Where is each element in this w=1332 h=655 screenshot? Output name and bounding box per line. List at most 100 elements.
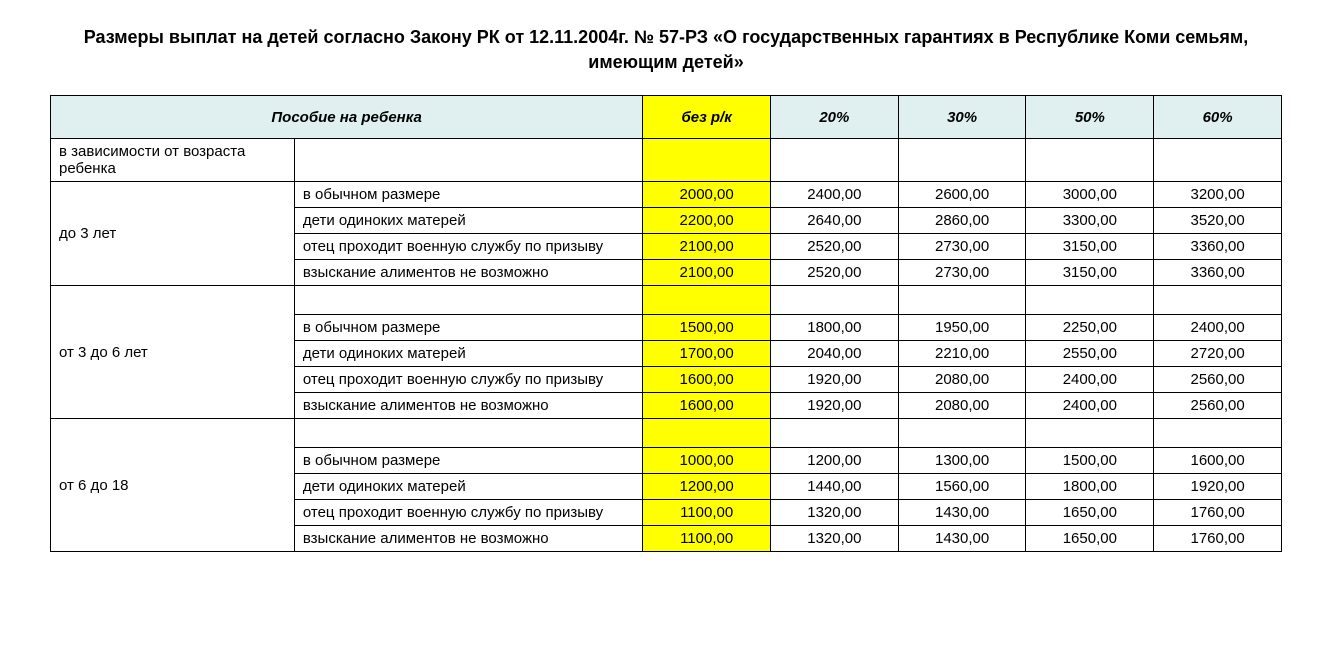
value-p50: 1650,00: [1026, 526, 1154, 552]
value-p60: 3200,00: [1154, 182, 1282, 208]
value-p50: 3000,00: [1026, 182, 1154, 208]
table-row: до 3 летв обычном размере2000,002400,002…: [51, 182, 1282, 208]
table-header-row: Пособие на ребенка без р/к 20% 30% 50% 6…: [51, 96, 1282, 139]
empty-cell: [294, 286, 642, 315]
value-p30: 2080,00: [898, 367, 1026, 393]
age-label: от 3 до 6 лет: [51, 286, 295, 419]
empty-cell: [643, 286, 771, 315]
value-p50: 1800,00: [1026, 474, 1154, 500]
value-p20: 1800,00: [771, 315, 899, 341]
payments-table: Пособие на ребенка без р/к 20% 30% 50% 6…: [50, 95, 1282, 552]
value-p30: 2860,00: [898, 208, 1026, 234]
value-base: 1600,00: [643, 367, 771, 393]
value-base: 2200,00: [643, 208, 771, 234]
empty-cell: [898, 419, 1026, 448]
page-title: Размеры выплат на детей согласно Закону …: [50, 25, 1282, 75]
header-20: 20%: [771, 96, 899, 139]
value-p60: 2720,00: [1154, 341, 1282, 367]
value-p30: 1430,00: [898, 526, 1026, 552]
row-label: дети одиноких матерей: [294, 208, 642, 234]
value-p60: 2560,00: [1154, 393, 1282, 419]
value-base: 1600,00: [643, 393, 771, 419]
empty-cell: [294, 139, 642, 182]
value-p50: 2400,00: [1026, 367, 1154, 393]
row-label: в обычном размере: [294, 315, 642, 341]
empty-cell: [1154, 286, 1282, 315]
value-p30: 2080,00: [898, 393, 1026, 419]
value-p50: 3150,00: [1026, 234, 1154, 260]
value-p60: 1760,00: [1154, 500, 1282, 526]
value-p60: 3360,00: [1154, 234, 1282, 260]
header-50: 50%: [1026, 96, 1154, 139]
value-p60: 3520,00: [1154, 208, 1282, 234]
value-p60: 1920,00: [1154, 474, 1282, 500]
row-label: взыскание алиментов не возможно: [294, 526, 642, 552]
value-p50: 2250,00: [1026, 315, 1154, 341]
row-label: взыскание алиментов не возможно: [294, 260, 642, 286]
empty-cell: [771, 139, 899, 182]
value-p20: 2520,00: [771, 234, 899, 260]
table-subheader-row: в зависимости от возраста ребенка: [51, 139, 1282, 182]
value-base: 1000,00: [643, 448, 771, 474]
value-p30: 2730,00: [898, 234, 1026, 260]
subheader-label: в зависимости от возраста ребенка: [51, 139, 295, 182]
value-p20: 1920,00: [771, 393, 899, 419]
value-p30: 2210,00: [898, 341, 1026, 367]
value-p20: 2400,00: [771, 182, 899, 208]
value-p50: 1500,00: [1026, 448, 1154, 474]
empty-cell: [294, 419, 642, 448]
value-base: 1100,00: [643, 500, 771, 526]
value-base: 2100,00: [643, 260, 771, 286]
value-p30: 1300,00: [898, 448, 1026, 474]
value-base: 1700,00: [643, 341, 771, 367]
empty-cell: [1154, 139, 1282, 182]
row-label: отец проходит военную службу по призыву: [294, 367, 642, 393]
empty-cell: [1026, 419, 1154, 448]
value-p50: 3300,00: [1026, 208, 1154, 234]
value-base: 2100,00: [643, 234, 771, 260]
empty-cell: [898, 139, 1026, 182]
value-p20: 2640,00: [771, 208, 899, 234]
header-60: 60%: [1154, 96, 1282, 139]
value-p50: 2550,00: [1026, 341, 1154, 367]
value-p50: 3150,00: [1026, 260, 1154, 286]
value-base: 1100,00: [643, 526, 771, 552]
empty-cell: [898, 286, 1026, 315]
value-p60: 2400,00: [1154, 315, 1282, 341]
header-base: без р/к: [643, 96, 771, 139]
value-p20: 1320,00: [771, 500, 899, 526]
age-label: от 6 до 18: [51, 419, 295, 552]
empty-cell: [1154, 419, 1282, 448]
row-label: дети одиноких матерей: [294, 341, 642, 367]
row-label: дети одиноких матерей: [294, 474, 642, 500]
value-p30: 2730,00: [898, 260, 1026, 286]
header-main: Пособие на ребенка: [51, 96, 643, 139]
empty-cell: [643, 139, 771, 182]
value-base: 1500,00: [643, 315, 771, 341]
header-30: 30%: [898, 96, 1026, 139]
value-base: 1200,00: [643, 474, 771, 500]
value-p60: 1600,00: [1154, 448, 1282, 474]
value-p20: 2040,00: [771, 341, 899, 367]
empty-cell: [771, 286, 899, 315]
value-p30: 1950,00: [898, 315, 1026, 341]
value-p20: 1440,00: [771, 474, 899, 500]
row-label: в обычном размере: [294, 182, 642, 208]
table-body: в зависимости от возраста ребенкадо 3 ле…: [51, 139, 1282, 552]
row-label: отец проходит военную службу по призыву: [294, 234, 642, 260]
value-p60: 1760,00: [1154, 526, 1282, 552]
value-p20: 1320,00: [771, 526, 899, 552]
value-base: 2000,00: [643, 182, 771, 208]
value-p60: 3360,00: [1154, 260, 1282, 286]
row-label: взыскание алиментов не возможно: [294, 393, 642, 419]
row-label: отец проходит военную службу по призыву: [294, 500, 642, 526]
value-p30: 1560,00: [898, 474, 1026, 500]
table-spacer-row: от 6 до 18: [51, 419, 1282, 448]
empty-cell: [1026, 139, 1154, 182]
row-label: в обычном размере: [294, 448, 642, 474]
value-p50: 2400,00: [1026, 393, 1154, 419]
value-p20: 1920,00: [771, 367, 899, 393]
value-p20: 1200,00: [771, 448, 899, 474]
value-p30: 2600,00: [898, 182, 1026, 208]
value-p60: 2560,00: [1154, 367, 1282, 393]
